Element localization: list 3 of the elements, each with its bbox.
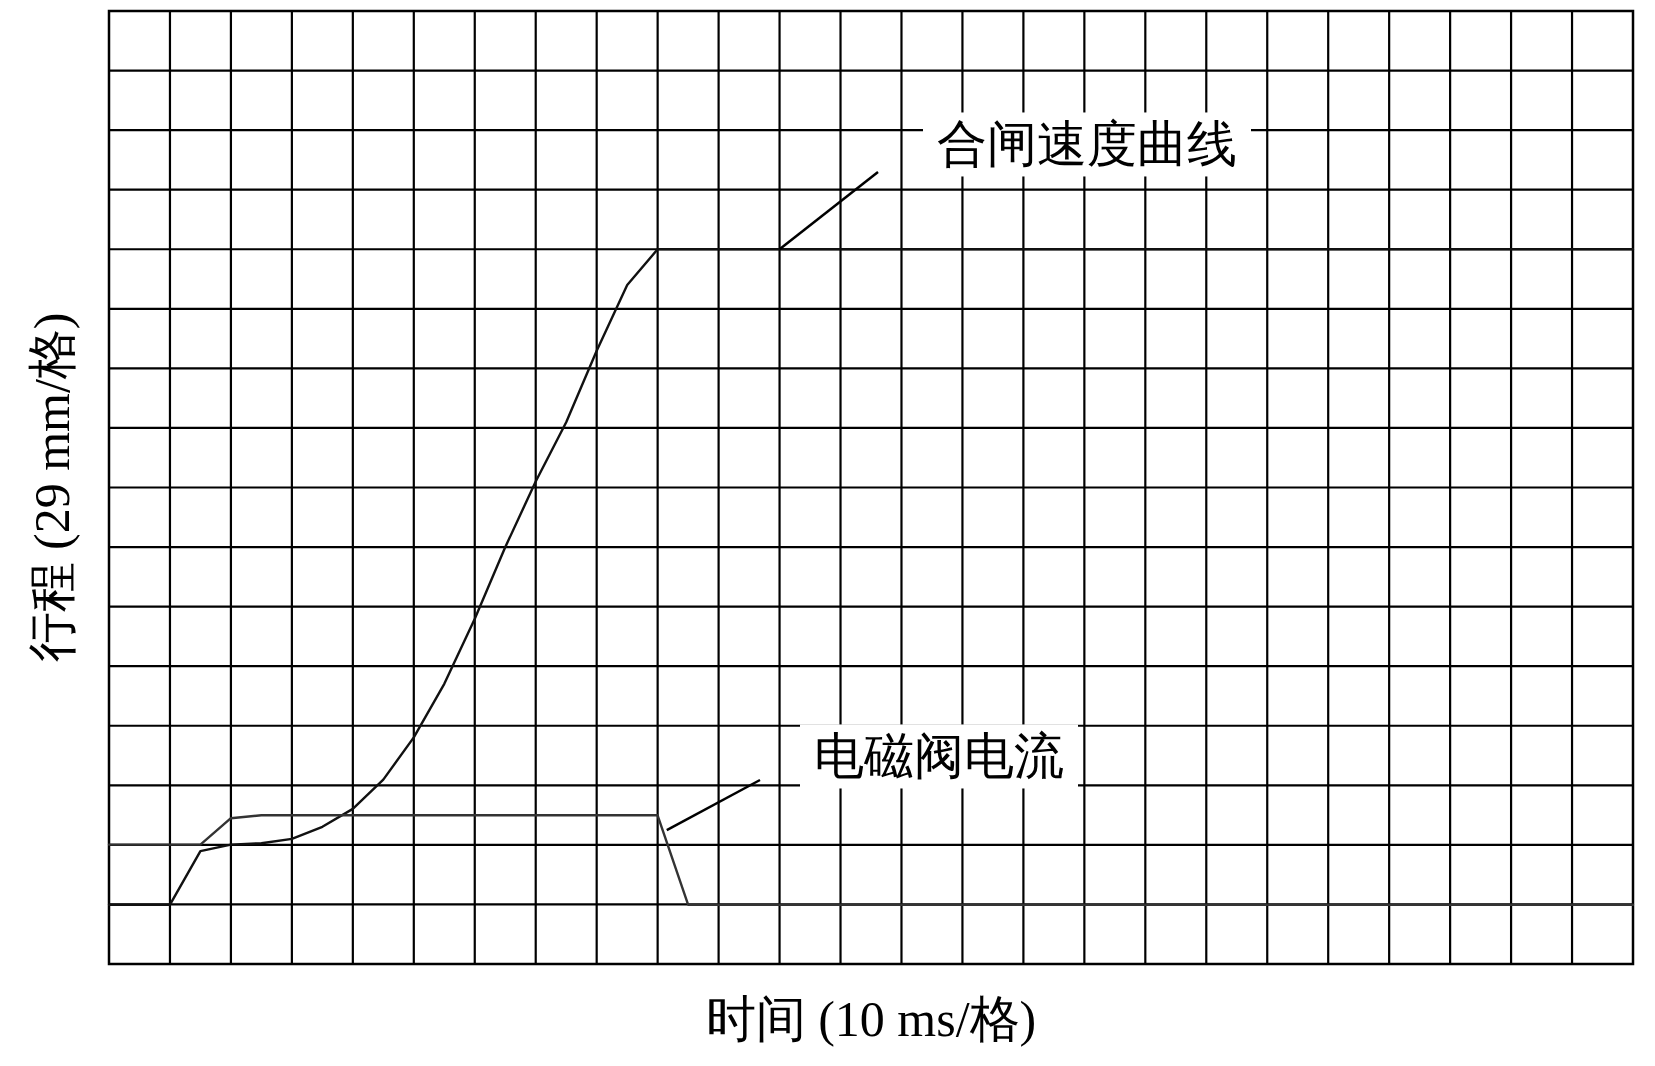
- x-axis-title: 时间 (10 ms/格): [705, 991, 1037, 1048]
- y-axis-title: 行程 (29 mm/格): [24, 312, 81, 663]
- series-label: 合闸速度曲线: [937, 116, 1237, 173]
